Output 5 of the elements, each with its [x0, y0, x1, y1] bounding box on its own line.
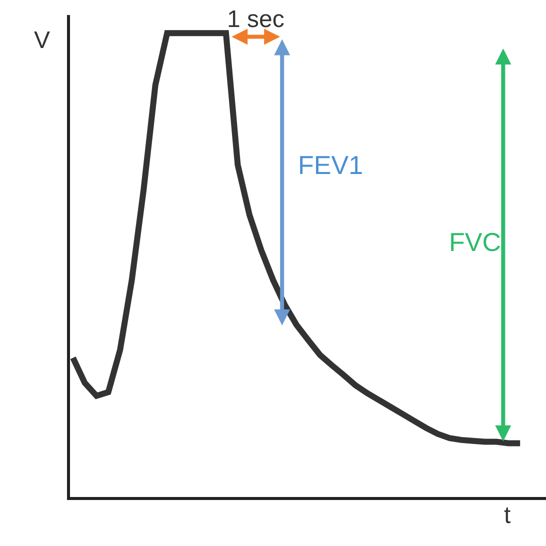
annotation: FVC [449, 227, 501, 257]
x-axis-title: t [504, 502, 511, 529]
y-axis-title: V [34, 27, 50, 54]
text: 1 sec [227, 6, 284, 33]
annotation: FEV1 [298, 150, 364, 180]
